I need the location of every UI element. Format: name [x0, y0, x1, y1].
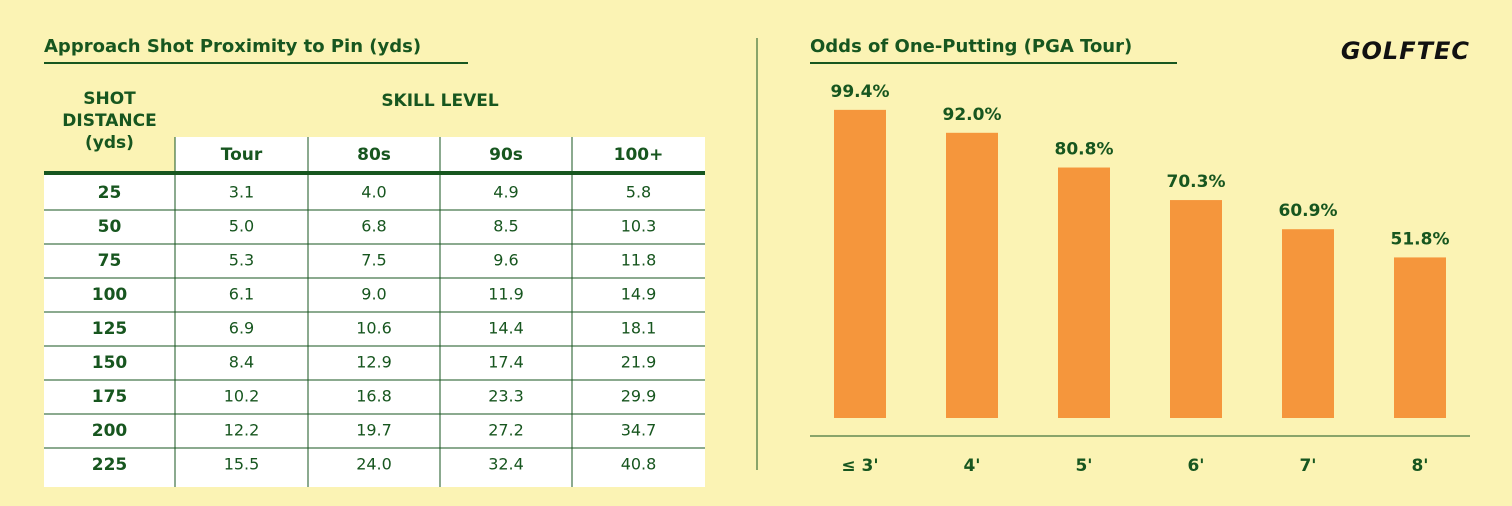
group-header: SKILL LEVEL — [381, 91, 499, 111]
table-cell: 5.8 — [626, 183, 651, 202]
table-cell: 9.0 — [361, 285, 386, 304]
table-cell: 19.7 — [356, 421, 392, 440]
bar — [1058, 167, 1110, 418]
table-cell: 40.8 — [621, 455, 657, 474]
table-body — [44, 173, 705, 487]
row-label: 175 — [92, 387, 128, 407]
category-label: 8' — [1411, 456, 1428, 476]
row-label: 150 — [92, 353, 128, 373]
row-label: 25 — [98, 183, 122, 203]
table-cell: 3.1 — [229, 183, 254, 202]
value-label: 99.4% — [831, 82, 890, 102]
row-header: SHOT DISTANCE (yds) — [62, 89, 157, 153]
table-cell: 24.0 — [356, 455, 392, 474]
table-cell: 14.4 — [488, 319, 524, 338]
table-cell: 12.2 — [224, 421, 260, 440]
table-cell: 12.9 — [356, 353, 392, 372]
bar — [834, 109, 886, 419]
table-cell: 17.4 — [488, 353, 524, 372]
chart-title: Odds of One-Putting (PGA Tour) — [810, 36, 1132, 57]
table-cell: 7.5 — [361, 251, 386, 270]
table-cell: 5.3 — [229, 251, 254, 270]
row-label: 225 — [92, 455, 128, 475]
column-header: Tour — [221, 145, 263, 165]
table-cell: 5.0 — [229, 217, 254, 236]
table-cell: 6.1 — [229, 285, 254, 304]
table-cell: 15.5 — [224, 455, 260, 474]
table-cell: 6.9 — [229, 319, 254, 338]
column-header: 100+ — [614, 145, 664, 165]
table-cell: 4.0 — [361, 183, 386, 202]
row-label: 50 — [98, 217, 122, 237]
table-title: Approach Shot Proximity to Pin (yds) — [44, 36, 421, 57]
row-label: 100 — [92, 285, 128, 305]
table-cell: 29.9 — [621, 387, 657, 406]
table-cell: 6.8 — [361, 217, 386, 236]
row-header-box: SHOT DISTANCE (yds) — [62, 89, 157, 153]
row-label: 75 — [98, 251, 122, 271]
row-label: 200 — [92, 421, 128, 441]
table-cell: 11.8 — [621, 251, 657, 270]
bar — [1282, 229, 1334, 418]
table-cell: 14.9 — [621, 285, 657, 304]
table-cell: 10.3 — [621, 217, 657, 236]
category-label: 4' — [963, 456, 980, 476]
bar — [1170, 200, 1222, 418]
table-cell: 27.2 — [488, 421, 524, 440]
category-label: 6' — [1187, 456, 1204, 476]
value-label: 51.8% — [1391, 229, 1450, 249]
bar — [1394, 257, 1446, 418]
category-label: 7' — [1299, 456, 1316, 476]
table-cell: 23.3 — [488, 387, 524, 406]
table-cell: 11.9 — [488, 285, 524, 304]
value-label: 60.9% — [1279, 201, 1338, 221]
table-cell: 8.5 — [493, 217, 518, 236]
table-cell: 8.4 — [229, 353, 254, 372]
table-cell: 10.6 — [356, 319, 392, 338]
category-label: 5' — [1075, 456, 1092, 476]
table-cell: 34.7 — [621, 421, 657, 440]
value-label: 70.3% — [1167, 172, 1226, 192]
table-cell: 10.2 — [224, 387, 260, 406]
bar — [946, 132, 998, 419]
column-header: 90s — [489, 145, 523, 165]
column-header: 80s — [357, 145, 391, 165]
value-label: 92.0% — [943, 105, 1002, 125]
table-cell: 9.6 — [493, 251, 518, 270]
category-label: ≤ 3' — [841, 456, 878, 476]
table-cell: 16.8 — [356, 387, 392, 406]
value-label: 80.8% — [1055, 140, 1114, 160]
row-label: 125 — [92, 319, 128, 339]
table-cell: 21.9 — [621, 353, 657, 372]
table-cell: 18.1 — [621, 319, 657, 338]
table-cell: 32.4 — [488, 455, 524, 474]
table-cell: 4.9 — [493, 183, 518, 202]
logo: GOLFTEC — [1341, 37, 1470, 65]
